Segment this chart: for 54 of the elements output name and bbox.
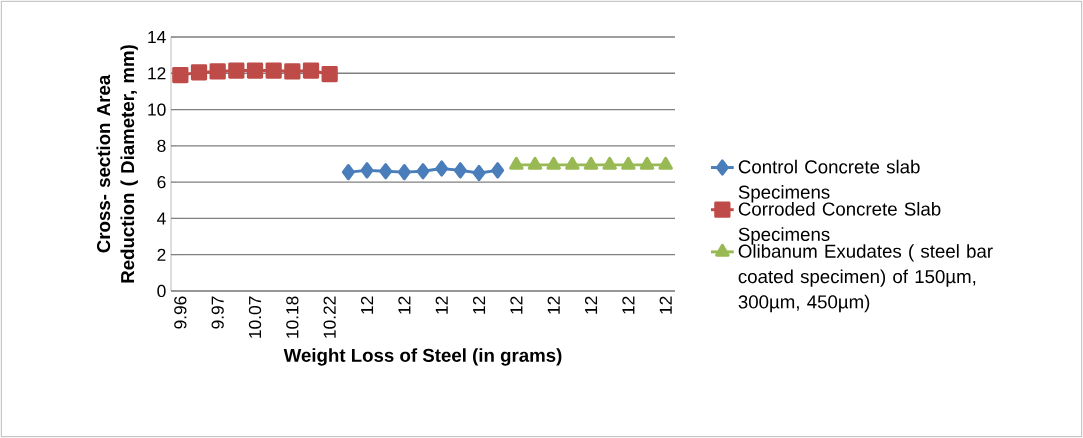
x-tick-label: 10.18 <box>286 296 299 338</box>
legend-label: Control Concrete slab Specimens <box>738 159 920 203</box>
y-axis-title: Cross- section Area Reduction ( Diameter, mm) <box>96 45 138 283</box>
point <box>602 156 617 170</box>
point <box>360 162 374 179</box>
point <box>209 63 226 80</box>
x-tick-label: 12 <box>584 296 598 314</box>
point <box>190 64 208 81</box>
y-tick-label: 10 <box>148 103 166 116</box>
x-tick-label: 12 <box>398 296 411 314</box>
point <box>546 156 561 170</box>
x-tick-label: 12 <box>360 296 374 314</box>
point <box>509 156 524 170</box>
legend-label: Corroded Concrete Slab Specimens <box>738 201 941 245</box>
x-tick-label: 12 <box>510 296 523 314</box>
point <box>527 156 543 170</box>
point <box>435 160 449 177</box>
x-tick-label: 9.96 <box>174 296 187 329</box>
y-tick-label: 0 <box>157 284 166 298</box>
x-tick-label: 12 <box>472 296 486 314</box>
x-tick-label: 10.07 <box>248 296 262 338</box>
x-tick-label: 12 <box>435 296 448 314</box>
y-tick-label: 14 <box>148 31 166 43</box>
point <box>583 156 599 170</box>
point <box>491 162 505 179</box>
x-axis-title: Weight Loss of Steel (in grams) <box>283 348 562 366</box>
point <box>621 156 636 170</box>
point <box>639 156 655 170</box>
x-tick-label: 9.97 <box>211 296 224 329</box>
x-tick-label: 10.22 <box>323 296 336 338</box>
legend-label: Olibanum Exudates ( steel bar coated specimen) of 150µm, 300µm, 450µm) <box>738 244 993 313</box>
y-tick-label: 12 <box>148 67 166 80</box>
x-tick-label: 12 <box>659 296 672 314</box>
y-tick-label: 8 <box>157 139 166 152</box>
point <box>302 62 320 79</box>
point <box>565 156 580 170</box>
point <box>472 164 486 182</box>
point <box>341 164 355 181</box>
point <box>172 66 189 84</box>
point <box>284 63 301 80</box>
x-tick-label: 12 <box>547 296 560 314</box>
y-tick-label: 2 <box>157 248 166 261</box>
point <box>416 163 430 180</box>
x-tick-label: 12 <box>622 296 635 314</box>
point <box>397 164 411 181</box>
point <box>228 62 245 79</box>
point <box>453 162 467 179</box>
point <box>321 66 338 83</box>
point <box>246 62 264 79</box>
point <box>658 156 673 170</box>
point <box>265 62 282 79</box>
point <box>379 163 393 180</box>
y-tick-label: 4 <box>157 212 166 225</box>
y-tick-label: 6 <box>157 175 166 189</box>
